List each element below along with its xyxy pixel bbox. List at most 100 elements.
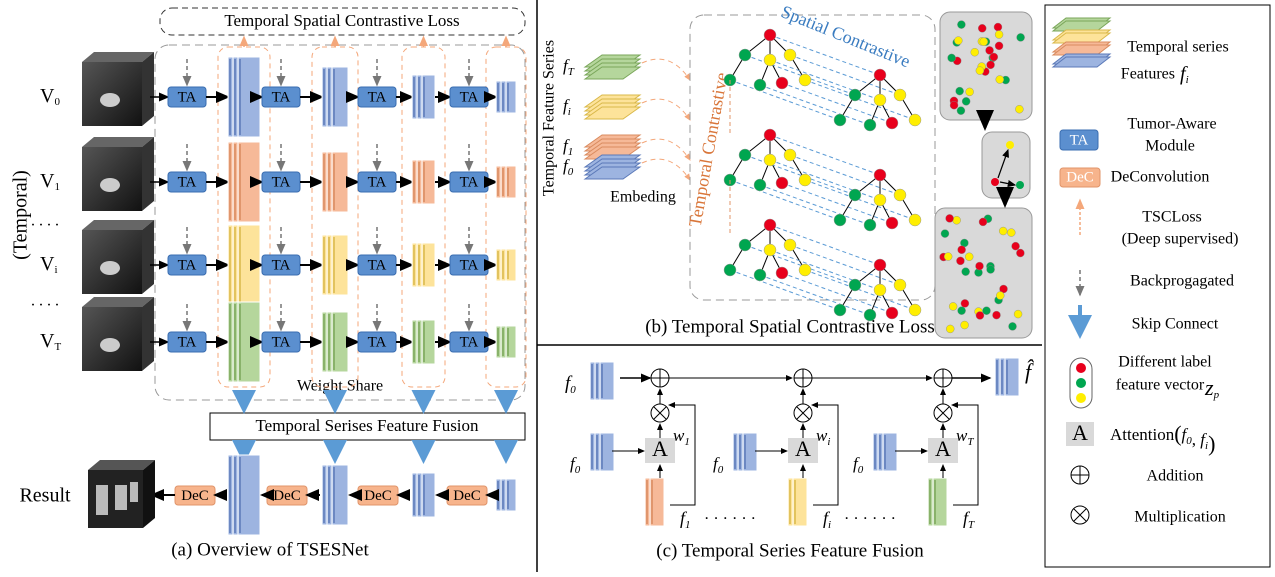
embedding-dot	[946, 325, 954, 333]
symbol-base: w	[816, 426, 828, 445]
symbol-sub: 0	[858, 464, 864, 476]
caption: (a) Overview of TSESNet	[171, 539, 369, 560]
expr-close: )	[1208, 431, 1215, 456]
node	[784, 239, 796, 251]
legend-text: Multiplication	[1134, 509, 1226, 526]
fusion-label: Temporal Serises Feature Fusion	[255, 416, 479, 435]
embedding-label: Embeding	[610, 189, 676, 206]
symbol-sub: 1	[568, 146, 574, 158]
input-label: VT	[40, 330, 61, 353]
node	[799, 264, 811, 276]
spatial-contrastive: Spatial Contrastive	[778, 1, 913, 71]
feature-block	[238, 142, 260, 222]
ta-module: TA	[178, 334, 197, 350]
node	[764, 219, 776, 231]
embedding-dot	[958, 246, 966, 254]
attention-label: A	[935, 436, 951, 461]
embedding-dot	[987, 61, 995, 69]
expr-name: Attention	[1110, 425, 1175, 444]
node	[874, 259, 886, 271]
symbol-sub: 1	[684, 436, 690, 448]
ta-module: TA	[460, 174, 479, 190]
node	[864, 119, 876, 131]
node	[776, 267, 788, 279]
node	[886, 217, 898, 229]
symbol-sub: 1	[54, 181, 60, 193]
embed-arrow	[642, 159, 690, 180]
volume-side	[142, 220, 154, 294]
node	[764, 129, 776, 141]
embedding-dot	[1016, 249, 1024, 257]
caption: (b) Temporal Spatial Contrastive Loss	[645, 316, 935, 337]
embedding-dot	[994, 23, 1002, 31]
node	[894, 279, 906, 291]
weight-label: wT	[956, 426, 974, 448]
tumor	[100, 178, 120, 192]
input-label: fT	[963, 508, 975, 530]
embedding-dot	[971, 48, 979, 56]
tumor	[100, 338, 120, 352]
node	[834, 304, 846, 316]
embedding-dot	[995, 31, 1003, 39]
node	[849, 279, 861, 291]
legend-text: (Deep supervised)	[1122, 231, 1239, 248]
f0-label: f0	[565, 373, 576, 395]
embedding-dot	[978, 24, 986, 32]
embedding-dot	[995, 42, 1003, 50]
symbol-sub: p	[1213, 389, 1220, 401]
deconv: DeC	[453, 488, 481, 504]
embedding-dot	[1015, 105, 1023, 113]
ta-module: TA	[272, 257, 291, 273]
feature-block	[238, 225, 260, 305]
legend-dot	[1076, 378, 1086, 388]
ta-module: TA	[272, 89, 291, 105]
node	[874, 69, 886, 81]
symbol-sub: T	[967, 436, 974, 448]
ta-module: TA	[178, 89, 197, 105]
node	[739, 239, 751, 251]
embedding-dot	[962, 97, 970, 105]
legend-dot	[1076, 393, 1086, 403]
feature-label: f1	[563, 136, 573, 158]
embedding-dot	[957, 107, 965, 115]
ta-module: TA	[178, 257, 197, 273]
f0-label: f0	[853, 454, 864, 476]
volume-side	[142, 297, 154, 371]
symbol-base: V	[40, 170, 55, 192]
node	[799, 174, 811, 186]
symbol-base: w	[956, 426, 968, 445]
node	[874, 194, 886, 206]
symbol-base: V	[40, 85, 55, 107]
legend-attention: A	[1072, 420, 1088, 445]
node	[874, 169, 886, 181]
legend-text: Skip Connect	[1132, 316, 1219, 333]
feature-label: fT	[563, 56, 575, 78]
caption: (c) Temporal Series Feature Fusion	[656, 540, 924, 561]
embedding-dot	[961, 321, 969, 329]
volume-top	[82, 137, 154, 147]
volume-side	[142, 52, 154, 126]
embedding-space	[935, 208, 1032, 338]
f0-label: f0	[570, 454, 581, 476]
node	[909, 304, 921, 316]
feature-label: fi	[563, 96, 571, 118]
embedding-dot	[1014, 310, 1022, 318]
legend-text: feature vector	[1116, 377, 1205, 394]
tumor	[100, 93, 120, 107]
node	[799, 74, 811, 86]
ta-module: TA	[272, 334, 291, 350]
node	[754, 79, 766, 91]
result-side	[143, 460, 155, 528]
deconv: DeC	[364, 488, 392, 504]
embedding-dot	[961, 299, 969, 307]
embedding-dot	[953, 216, 961, 224]
node	[764, 154, 776, 166]
embedding-dot	[1007, 229, 1015, 237]
node	[849, 189, 861, 201]
node	[909, 214, 921, 226]
symbol-sub: i	[827, 436, 830, 448]
embedding-dot	[1016, 181, 1024, 189]
node	[894, 189, 906, 201]
node	[874, 284, 886, 296]
ellipsis: · · · · · ·	[844, 511, 896, 528]
